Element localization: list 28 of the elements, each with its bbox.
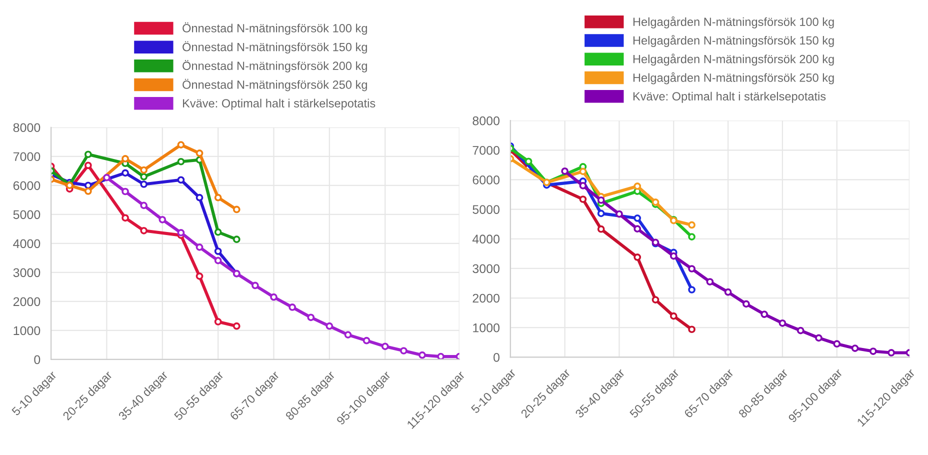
y-tick-label: 1000 xyxy=(473,323,500,332)
y-tick-label: 0 xyxy=(34,355,40,364)
y-tick-label: 5000 xyxy=(472,205,500,214)
y-tick-label: 2000 xyxy=(13,297,40,306)
legend-label: Helgagården N-mätningsförsök 150 kg xyxy=(633,35,834,47)
y-tick-label: 6000 xyxy=(13,181,40,190)
legend-label: Helgagården N-mätningsförsök 250 kg xyxy=(633,72,834,84)
legend-label: Kväve: Optimal halt i stärkelsepotatis xyxy=(183,98,376,110)
y-tick-label: 2000 xyxy=(472,294,500,303)
legend-label: Önnestad N-mätningsförsök 100 kg xyxy=(182,22,367,35)
legend-label: Önnestad N-mätningsförsök 250 kg xyxy=(182,78,367,92)
y-tick-label: 8000 xyxy=(13,123,40,132)
y-tick-label: 3000 xyxy=(472,264,500,274)
legend-label: Helgagården N-mätningsförsök 200 kg xyxy=(633,54,834,66)
y-tick-label: 8000 xyxy=(472,116,500,126)
y-tick-label: 0 xyxy=(494,352,500,362)
y-tick-label: 4000 xyxy=(13,239,40,248)
y-tick-label: 1000 xyxy=(14,326,40,336)
legend-label: Kväve: Optimal halt i stärkelsepotatis xyxy=(633,92,826,103)
y-tick-label: 6000 xyxy=(472,176,500,184)
legend-label: Önnestad N-mätningsförsök 200 kg xyxy=(182,60,367,72)
y-tick-label: 7000 xyxy=(13,152,40,162)
legend-label: Helgagården N-mätningsförsök 100 kg xyxy=(633,16,834,28)
y-tick-label: 5000 xyxy=(13,210,40,220)
y-tick-label: 4000 xyxy=(472,234,500,244)
y-tick-label: 3000 xyxy=(13,268,40,278)
legend-label: Önnestad N-mätningsförsök 150 kg xyxy=(182,41,367,54)
y-tick-label: 7000 xyxy=(472,146,500,155)
